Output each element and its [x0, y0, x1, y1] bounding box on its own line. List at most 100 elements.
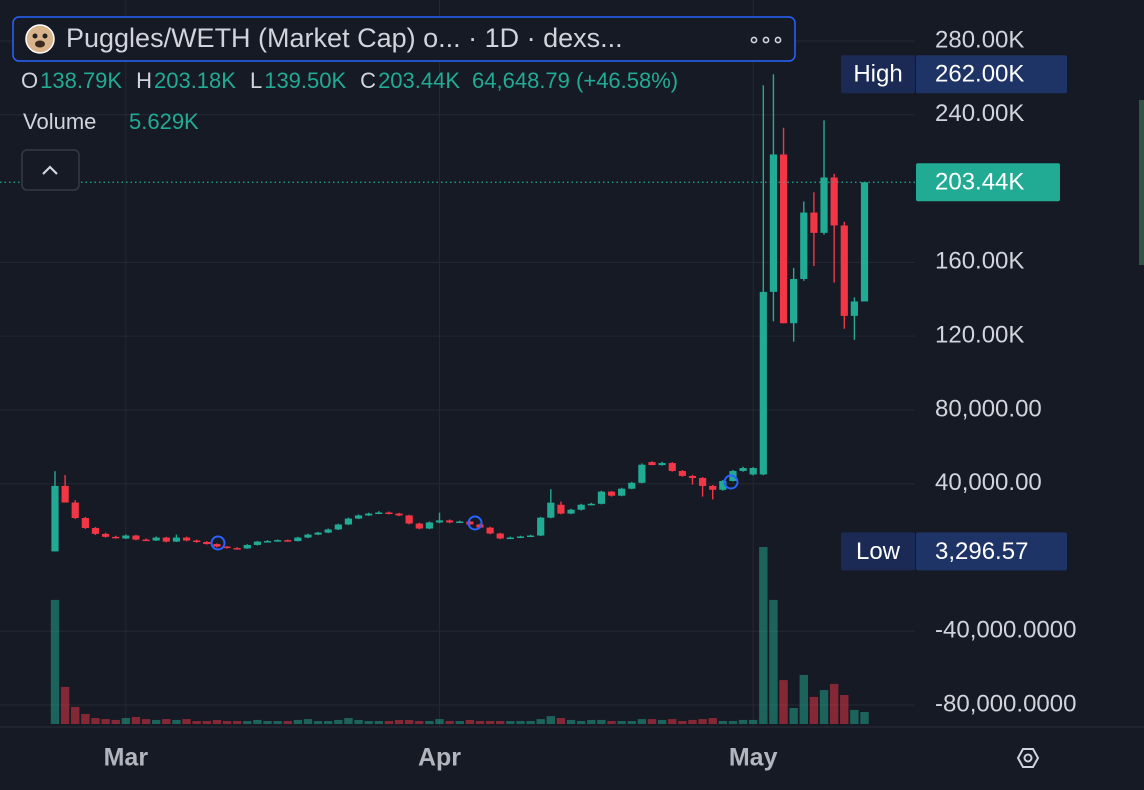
- candle-body: [122, 535, 130, 539]
- candle-body: [193, 540, 201, 543]
- candle-body: [516, 536, 525, 538]
- candle-body: [496, 533, 504, 539]
- volume-value: 5.629K: [129, 109, 199, 134]
- x-tick-label: May: [729, 744, 778, 772]
- candle-body: [81, 518, 89, 528]
- volume-bar: [779, 680, 788, 724]
- last-price-box: [916, 163, 1060, 202]
- volume-bar: [718, 721, 728, 724]
- volume-bar: [850, 709, 859, 724]
- volume-bar: [384, 721, 394, 724]
- volume-bar: [536, 719, 545, 724]
- token-icon: [42, 33, 48, 39]
- volume-bar: [60, 686, 70, 724]
- candle-body: [820, 177, 828, 233]
- price-marker-tag: [841, 55, 915, 94]
- candles: [51, 74, 869, 552]
- candle-body: [719, 480, 727, 490]
- legend-key: O: [21, 68, 38, 93]
- volume-bar: [394, 719, 404, 724]
- y-tick-label: 120.00K: [935, 321, 1024, 348]
- candle-body: [112, 536, 120, 539]
- volume-bar: [364, 721, 373, 724]
- settings-icon: [1023, 753, 1033, 763]
- y-tick-label: 280.00K: [935, 26, 1024, 53]
- candle-body: [425, 522, 433, 529]
- event-marker[interactable]: [723, 474, 739, 490]
- candle-body: [648, 462, 656, 466]
- volume-bar: [556, 718, 566, 724]
- candle-body: [405, 515, 413, 524]
- volume-label: Volume: [23, 109, 96, 134]
- volume-bar: [617, 721, 626, 724]
- volume-bar: [546, 716, 556, 724]
- volume-bar: [324, 721, 333, 724]
- volume-bar: [273, 721, 282, 724]
- candle-body: [526, 535, 535, 538]
- y-tick-label: 40,000.00: [935, 469, 1042, 496]
- volume-bar: [404, 719, 414, 724]
- candle-body: [101, 533, 110, 537]
- candle-body: [830, 177, 838, 226]
- y-tick-label: 240.00K: [935, 100, 1024, 127]
- candle-body: [577, 504, 585, 510]
- x-tick-label: Mar: [104, 744, 149, 772]
- volume-bar: [131, 716, 141, 724]
- ohlc-legend: O138.79K H203.18K L139.50K C203.44K 64,648.7…: [21, 68, 678, 93]
- collapse-button[interactable]: [21, 149, 80, 191]
- volume-bar: [678, 721, 687, 724]
- token-icon: [35, 40, 45, 48]
- more-icon[interactable]: [750, 36, 758, 44]
- legend-value: 138.79K: [40, 68, 122, 93]
- volume-bar: [587, 719, 596, 724]
- candle-body: [699, 477, 707, 486]
- volume-bar: [121, 718, 131, 724]
- candle-body: [132, 535, 140, 540]
- candle-body: [253, 541, 261, 545]
- price-marker-box: [916, 532, 1067, 571]
- volume-bar: [809, 696, 819, 724]
- last-price-label: 203.44K: [935, 169, 1024, 196]
- volume-bar: [799, 674, 808, 724]
- legend-key: C: [360, 68, 376, 93]
- more-icon[interactable]: [774, 36, 782, 44]
- volume-bar: [162, 719, 171, 724]
- volume-bar: [293, 719, 303, 724]
- event-marker[interactable]: [467, 515, 483, 531]
- candle-body: [142, 539, 150, 542]
- volume-bar: [202, 721, 211, 724]
- legend-value: 139.50K: [264, 68, 346, 93]
- volume-bar: [374, 721, 383, 724]
- x-tick-label: Apr: [418, 744, 461, 772]
- more-icon[interactable]: [762, 36, 770, 44]
- volume-bar: [50, 599, 60, 724]
- candle-body: [233, 548, 241, 550]
- volume-bar: [243, 721, 252, 724]
- volume-bar: [840, 694, 849, 724]
- candle-body: [61, 485, 69, 503]
- candle-body: [658, 463, 666, 466]
- volume-bar: [465, 719, 475, 724]
- candle-body: [223, 546, 231, 549]
- settings-button[interactable]: [1016, 748, 1040, 768]
- candle-body: [850, 301, 858, 316]
- title-box[interactable]: [12, 16, 796, 62]
- edge-strip: [1139, 100, 1144, 265]
- event-marker[interactable]: [210, 535, 226, 551]
- price-marker-value: 3,296.57: [935, 538, 1028, 565]
- volume-bar: [81, 713, 90, 724]
- volume-bar: [232, 721, 242, 724]
- volume-bar: [151, 719, 161, 724]
- candle-body: [607, 491, 616, 496]
- candle-body: [395, 513, 403, 516]
- volume-bar: [566, 719, 576, 724]
- volume-bar: [647, 719, 657, 724]
- price-marker-box: [916, 55, 1067, 94]
- candle-body: [557, 504, 565, 514]
- volume-pane: [50, 547, 869, 724]
- volume-bar: [141, 719, 151, 724]
- candle-body: [668, 463, 676, 471]
- candle-body: [152, 537, 160, 541]
